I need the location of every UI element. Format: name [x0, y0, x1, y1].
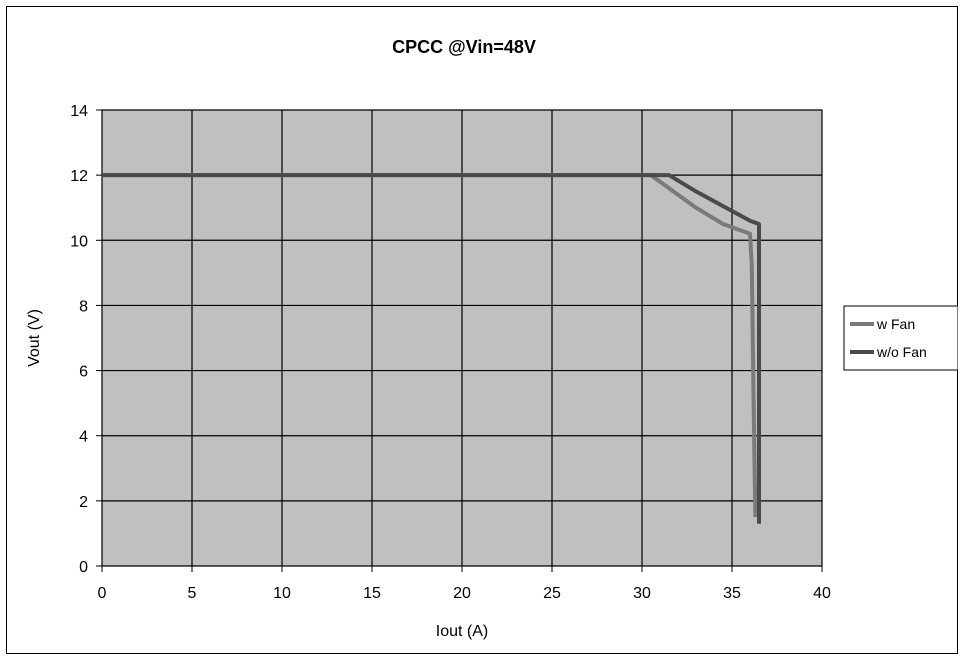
y-tick-label: 4 — [79, 429, 88, 446]
x-tick-label: 20 — [453, 585, 471, 602]
x-tick-label: 5 — [188, 585, 197, 602]
legend-box — [843, 305, 958, 371]
y-tick-label: 8 — [79, 298, 88, 315]
y-tick-label: 14 — [70, 103, 88, 120]
chart: CPCC @Vin=48V 0 2 4 6 8 10 12 14 0 5 10 15 20 25 30 35… — [6, 6, 958, 654]
series-line-0 — [102, 173, 758, 518]
x-tick-label: 25 — [543, 585, 561, 602]
y-tick-label: 0 — [79, 559, 88, 576]
y-axis-label: Vout (V) — [26, 309, 43, 367]
x-tick-label: 15 — [363, 585, 381, 602]
x-tick-label: 35 — [723, 585, 741, 602]
legend-label: w/o Fan — [876, 344, 927, 360]
x-tick-label: 10 — [273, 585, 291, 602]
legend: w Fan w/o Fan — [843, 305, 958, 371]
x-tick-label: 40 — [813, 585, 831, 602]
series-lines — [102, 173, 761, 524]
x-tick-label: 30 — [633, 585, 651, 602]
chart-title: CPCC @Vin=48V — [392, 37, 536, 57]
x-tick-label: 0 — [98, 585, 107, 602]
x-axis-label: Iout (A) — [436, 623, 488, 640]
x-axis-ticks: 0 5 10 15 20 25 30 35 40 — [98, 566, 831, 602]
legend-label: w Fan — [876, 316, 915, 332]
y-tick-label: 2 — [79, 494, 88, 511]
gridlines — [101, 109, 823, 567]
series-line-1 — [102, 173, 761, 524]
y-tick-label: 10 — [70, 233, 88, 250]
y-tick-label: 6 — [79, 364, 88, 381]
y-tick-label: 12 — [70, 168, 88, 185]
y-axis-ticks: 0 2 4 6 8 10 12 14 — [70, 103, 102, 576]
